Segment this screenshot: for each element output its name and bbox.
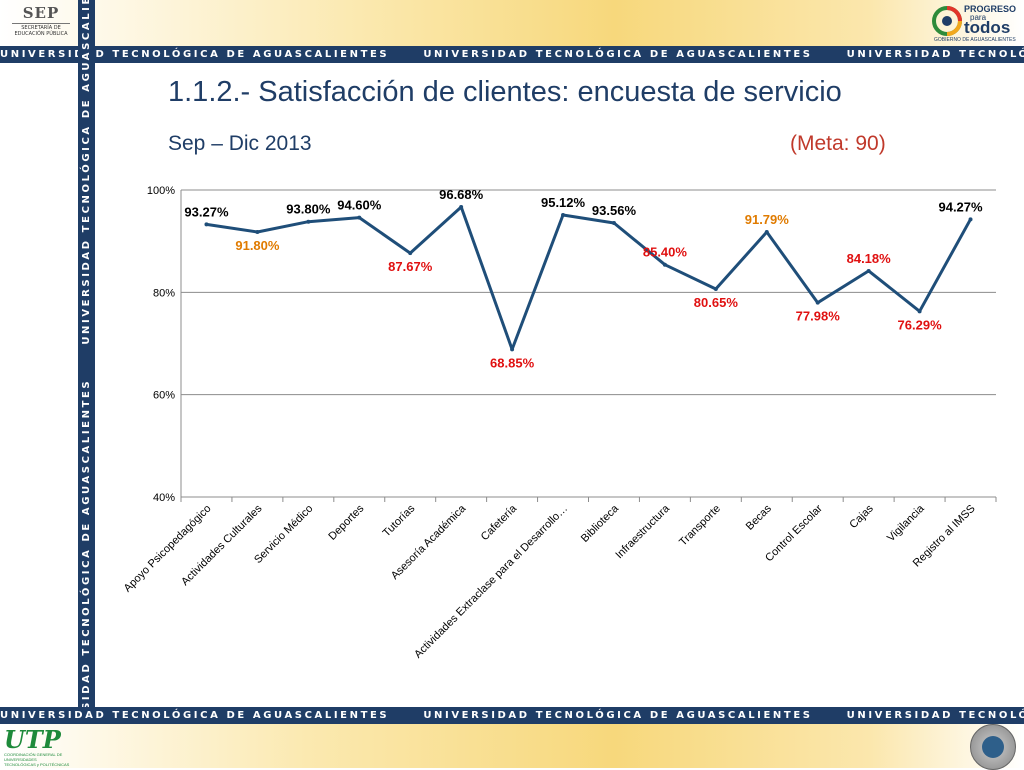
data-point	[408, 251, 413, 256]
x-category-label: Cajas	[847, 502, 876, 531]
bottom-stripe-text: UNIVERSIDAD TECNOLÓGICA DE AGUASCALIENTE…	[846, 710, 1024, 721]
data-label: 94.60%	[337, 198, 382, 213]
y-tick-label: 100%	[147, 185, 175, 197]
slide-title: 1.1.2.- Satisfacción de clientes: encues…	[168, 76, 842, 108]
data-label: 91.80%	[235, 238, 280, 253]
gov-logo-line1: PROGRESO	[964, 4, 1017, 14]
data-label: 94.27%	[938, 199, 983, 214]
top-stripe: UNIVERSIDAD TECNOLÓGICA DE AGUASCALIENTE…	[0, 46, 1024, 63]
data-point	[968, 217, 973, 222]
utp-logo-line2: TECNOLÓGICAS y POLITÉCNICAS	[4, 762, 70, 767]
utp-logo-line1: COORDINACIÓN GENERAL DE UNIVERSIDADES	[4, 752, 63, 762]
x-category-label: Cafetería	[479, 502, 520, 543]
top-stripe-text: UNIVERSIDAD TECNOLÓGICA DE AGUASCALIENTE…	[846, 49, 1024, 60]
sep-logo: SEP SECRETARÍA DE EDUCACIÓN PÚBLICA	[6, 4, 76, 42]
data-point	[510, 347, 515, 352]
data-point	[815, 300, 820, 305]
header-band	[0, 0, 1024, 46]
x-category-label: Biblioteca	[579, 502, 622, 545]
gov-logo-emblem-icon	[932, 6, 962, 36]
utp-logo-name: UTP	[4, 725, 61, 754]
sep-logo-line1: SECRETARÍA DE	[21, 25, 61, 31]
data-label: 93.80%	[286, 202, 331, 217]
data-point	[306, 219, 311, 224]
data-point	[662, 262, 667, 267]
data-point	[764, 230, 769, 235]
sep-logo-line2: EDUCACIÓN PÚBLICA	[14, 31, 68, 37]
data-point	[204, 222, 209, 227]
x-category-label: Deportes	[326, 502, 366, 542]
sep-logo-name: SEP	[22, 4, 60, 22]
gov-logo-line2: para	[970, 13, 987, 22]
data-label: 85.40%	[643, 245, 688, 260]
footer-band	[0, 724, 1024, 768]
data-point	[917, 309, 922, 314]
top-stripe-text: UNIVERSIDAD TECNOLÓGICA DE AGUASCALIENTE…	[423, 49, 813, 60]
bottom-stripe-text: UNIVERSIDAD TECNOLÓGICA DE AGUASCALIENTE…	[423, 710, 813, 721]
data-label: 93.27%	[184, 204, 229, 219]
utp-logo: UTP COORDINACIÓN GENERAL DE UNIVERSIDADE…	[4, 725, 76, 768]
data-label: 76.29%	[898, 317, 943, 332]
data-label: 80.65%	[694, 295, 739, 310]
sep-logo-divider	[12, 23, 70, 24]
data-label: 87.67%	[388, 259, 433, 274]
data-label: 68.85%	[490, 355, 535, 370]
data-point	[713, 287, 718, 292]
x-category-label: Tutorías	[381, 502, 418, 539]
y-tick-label: 60%	[153, 390, 175, 402]
top-stripe-text: UNIVERSIDAD TECNOLÓGICA DE AGUASCALIENTE…	[0, 49, 390, 60]
data-label: 84.18%	[847, 251, 892, 266]
left-vertical-stripe: UNIVERSIDAD TECNOLÓGICA DE AGUASCALIENTE…	[78, 0, 95, 768]
y-tick-label: 40%	[153, 492, 175, 504]
data-point	[866, 268, 871, 273]
data-point	[459, 204, 464, 209]
x-category-label: Becas	[744, 502, 774, 532]
data-point	[357, 215, 362, 220]
x-category-label: Transporte	[677, 503, 723, 549]
bottom-stripe: UNIVERSIDAD TECNOLÓGICA DE AGUASCALIENTE…	[0, 707, 1024, 724]
data-point	[611, 220, 616, 225]
gov-logo-line4: GOBIERNO DE AGUASCALIENTES	[934, 37, 1016, 43]
goal-label: (Meta: 90)	[790, 132, 886, 155]
data-label: 96.68%	[439, 187, 484, 202]
x-category-label: Infraestructura	[613, 502, 672, 561]
period-label: Sep – Dic 2013	[168, 132, 312, 155]
y-tick-label: 80%	[153, 287, 175, 299]
data-label: 91.79%	[745, 212, 790, 227]
series-line	[206, 205, 972, 351]
bottom-stripe-text: UNIVERSIDAD TECNOLÓGICA DE AGUASCALIENTE…	[0, 710, 390, 721]
university-seal-icon	[970, 724, 1016, 770]
data-label: 95.12%	[541, 195, 586, 210]
gov-logo: PROGRESO para todos GOBIERNO DE AGUASCAL…	[930, 2, 1020, 44]
data-label: 77.98%	[796, 309, 841, 324]
x-category-label: Apoyo Psicopedagógico	[122, 503, 214, 595]
gov-logo-line3: todos	[964, 18, 1011, 37]
data-point	[561, 212, 566, 217]
x-category-label: Vigilancia	[885, 502, 927, 544]
data-label: 93.56%	[592, 203, 637, 218]
data-point	[255, 229, 260, 234]
